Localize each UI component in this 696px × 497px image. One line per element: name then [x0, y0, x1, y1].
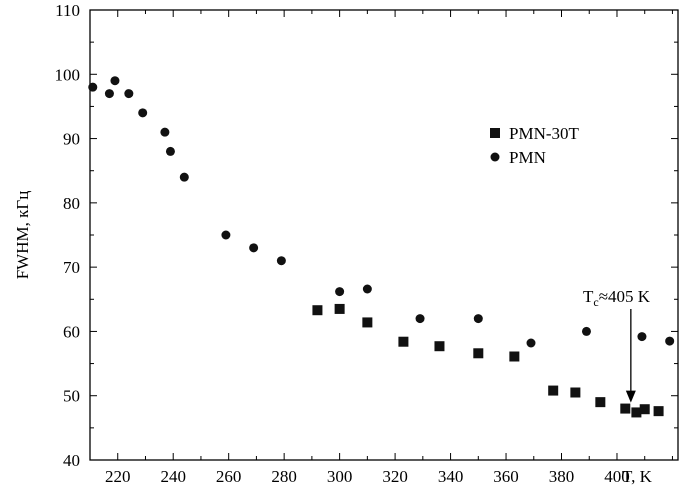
pmn-30t-point: [398, 336, 409, 347]
pmn-point: [249, 243, 259, 253]
pmn-point: [165, 146, 175, 156]
legend-marker-square: [490, 128, 500, 138]
y-tick-label: 60: [63, 322, 80, 341]
x-tick-label: 360: [493, 467, 519, 486]
x-tick-label: 220: [105, 467, 131, 486]
pmn-point: [362, 284, 372, 294]
x-tick-label: 340: [438, 467, 464, 486]
pmn-point: [124, 89, 134, 99]
pmn-30t-point: [570, 387, 581, 398]
pmn-30t-point: [620, 403, 631, 414]
pmn-point: [138, 108, 148, 118]
pmn-point: [88, 82, 98, 92]
pmn-point: [637, 332, 647, 342]
tc-annotation: Tc≈405 K: [583, 287, 651, 403]
x-tick-label: 400: [604, 467, 630, 486]
ticks-group: [90, 9, 678, 461]
pmn-point: [276, 256, 286, 266]
x-tick-labels: 220 240 260 280 300 320 340 360 380 400: [105, 467, 630, 486]
y-tick-label: 70: [63, 258, 80, 277]
legend-label: PMN: [509, 148, 546, 167]
pmn-point: [473, 314, 483, 324]
pmn-30t-point: [653, 406, 664, 417]
y-tick-label: 100: [55, 65, 81, 84]
tc-arrow-head: [625, 390, 636, 403]
legend: PMN-30T PMN: [490, 124, 580, 167]
y-axis-title: FWHM, кГц: [13, 191, 32, 280]
y-tick-label: 40: [63, 451, 80, 470]
x-tick-label: 380: [549, 467, 575, 486]
pmn-point: [221, 230, 231, 240]
legend-label: PMN-30T: [509, 124, 580, 143]
x-axis-title: T, K: [622, 467, 653, 486]
x-tick-label: 240: [160, 467, 186, 486]
pmn-30t-point: [548, 385, 559, 396]
pmn-30t-point: [312, 305, 323, 316]
pmn-30t-point: [631, 407, 642, 418]
pmn-30t-point: [595, 397, 606, 408]
pmn-point: [110, 76, 120, 86]
x-tick-label: 300: [327, 467, 353, 486]
pmn-30t-point: [434, 341, 445, 352]
pmn-30t-point: [639, 404, 650, 415]
y-tick-labels: 40 50 60 70 80 90 100 110: [55, 1, 81, 470]
pmn-point: [581, 326, 591, 336]
plot-frame: [89, 9, 679, 461]
pmn-30t-point: [473, 348, 484, 359]
pmn-point: [526, 338, 536, 348]
y-tick-label: 50: [63, 387, 80, 406]
x-tick-label: 320: [382, 467, 408, 486]
x-tick-label: 280: [271, 467, 297, 486]
y-tick-label: 90: [63, 130, 80, 149]
pmn-point: [179, 172, 189, 182]
legend-marker-circle: [490, 152, 500, 162]
pmn-30t-point: [362, 317, 373, 328]
pmn-point: [160, 127, 170, 137]
plot-frame-group: [89, 9, 679, 461]
pmn-30t-point: [509, 351, 520, 362]
pmn-point: [665, 336, 675, 346]
y-tick-label: 110: [55, 1, 80, 20]
x-tick-label: 260: [216, 467, 242, 486]
pmn-point: [104, 89, 114, 99]
y-tick-label: 80: [63, 194, 80, 213]
pmn-point: [335, 287, 345, 297]
pmn-point: [415, 314, 425, 324]
data-points: [88, 76, 675, 418]
pmn-30t-point: [334, 303, 345, 314]
tc-label: Tc≈405 K: [583, 287, 651, 309]
